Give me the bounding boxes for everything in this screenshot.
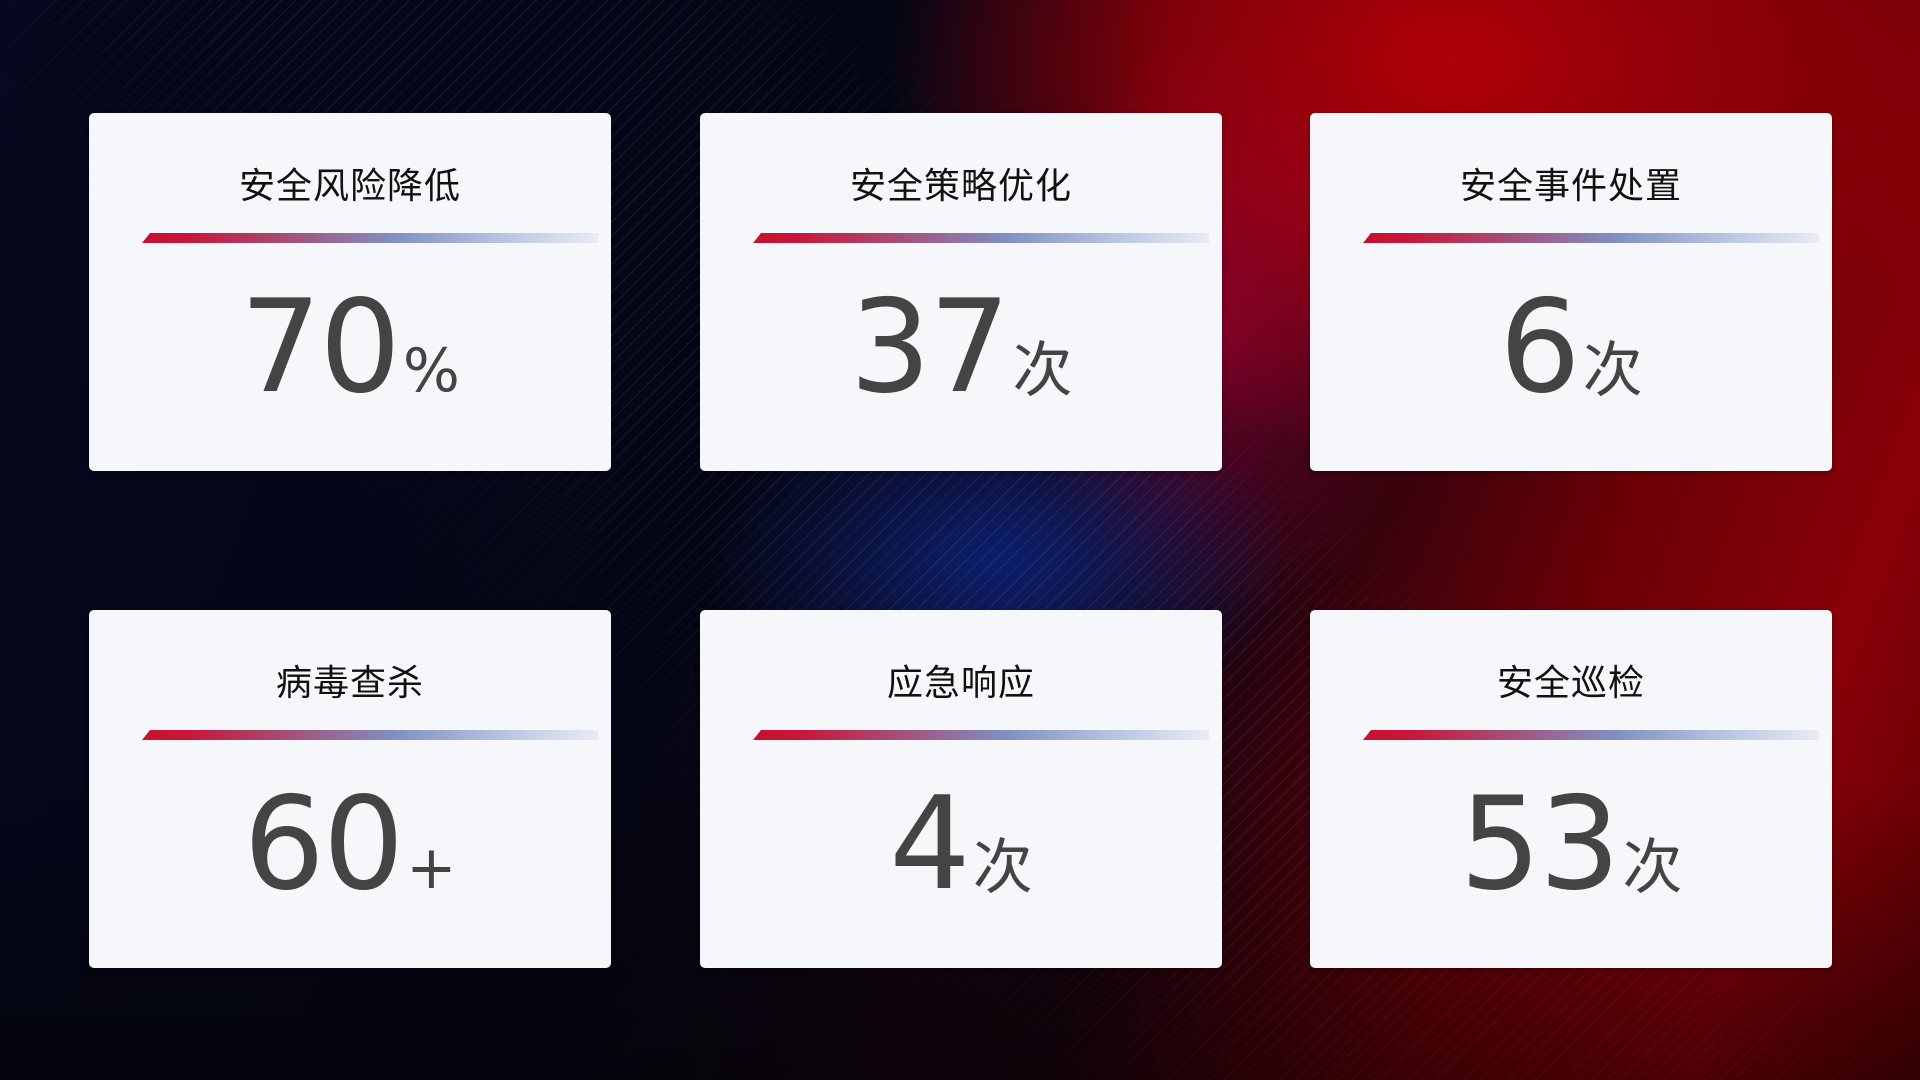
value-unit: + [406, 833, 457, 903]
value-unit: 次 [1582, 336, 1643, 406]
stat-card-emergency-response: 应急响应 4次 [700, 610, 1222, 968]
card-title: 安全风险降低 [238, 166, 461, 207]
value-unit: % [402, 336, 460, 406]
stat-card-virus-removal: 病毒查杀 60+ [89, 610, 611, 968]
card-title: 安全策略优化 [849, 166, 1072, 207]
card-divider-bar [1363, 233, 1819, 243]
card-title: 应急响应 [886, 663, 1035, 704]
card-title: 安全事件处置 [1459, 166, 1682, 207]
value-number: 4 [889, 770, 970, 919]
card-value: 70% [89, 273, 611, 422]
value-number: 37 [849, 273, 1011, 422]
card-value: 53次 [1310, 770, 1832, 919]
value-number: 53 [1459, 770, 1621, 919]
stat-card-security-inspection: 安全巡检 53次 [1310, 610, 1832, 968]
stat-card-policy-optimization: 安全策略优化 37次 [700, 113, 1222, 471]
value-unit: 次 [972, 833, 1033, 903]
card-divider-bar [753, 730, 1209, 740]
card-value: 6次 [1310, 273, 1832, 422]
card-value: 4次 [700, 770, 1222, 919]
value-unit: 次 [1622, 833, 1683, 903]
card-title: 安全巡检 [1496, 663, 1645, 704]
value-unit: 次 [1012, 336, 1073, 406]
card-value: 37次 [700, 273, 1222, 422]
card-value: 60+ [89, 770, 611, 919]
value-number: 60 [243, 770, 404, 919]
card-divider-bar [142, 233, 598, 243]
stat-card-risk-reduction: 安全风险降低 70% [89, 113, 611, 471]
card-title: 病毒查杀 [275, 663, 424, 704]
stat-card-incident-handling: 安全事件处置 6次 [1310, 113, 1832, 471]
card-divider-bar [142, 730, 598, 740]
card-divider-bar [753, 233, 1209, 243]
value-number: 70 [240, 273, 401, 422]
card-divider-bar [1363, 730, 1819, 740]
value-number: 6 [1499, 273, 1580, 422]
